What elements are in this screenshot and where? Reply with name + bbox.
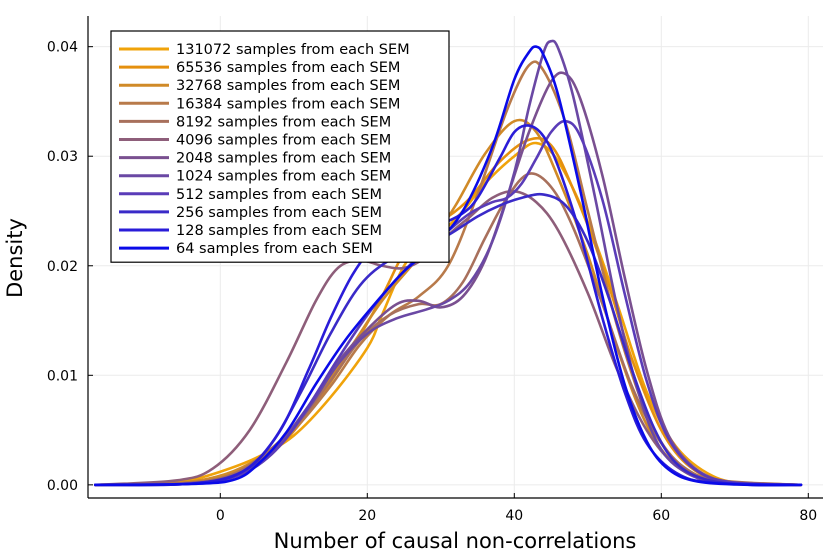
legend-entry-label: 4096 samples from each SEM xyxy=(176,133,391,149)
legend-entry-label: 2048 samples from each SEM xyxy=(176,151,391,167)
x-tick-label: 80 xyxy=(799,508,817,524)
y-tick-label: 0.04 xyxy=(47,40,78,56)
x-tick-label: 20 xyxy=(358,508,376,524)
legend-entry-label: 1024 samples from each SEM xyxy=(176,169,391,185)
y-tick-label: 0.00 xyxy=(47,478,78,494)
legend-entry-label: 128 samples from each SEM xyxy=(176,223,382,239)
y-tick-label: 0.03 xyxy=(47,149,78,165)
legend-entry-label: 16384 samples from each SEM xyxy=(176,96,400,112)
x-tick-label: 0 xyxy=(216,508,225,524)
legend-entry-label: 256 samples from each SEM xyxy=(176,205,382,221)
y-tick-label: 0.01 xyxy=(47,368,78,384)
legend-entry-label: 64 samples from each SEM xyxy=(176,241,373,257)
series-lines xyxy=(94,39,803,487)
legend-entry-label: 512 samples from each SEM xyxy=(176,187,382,203)
legend-entry-label: 32768 samples from each SEM xyxy=(176,78,400,94)
x-axis-title: Number of causal non-correlations xyxy=(274,529,637,553)
legend-entry-label: 131072 samples from each SEM xyxy=(176,42,410,58)
series-line-11 xyxy=(94,45,803,487)
x-tick-label: 40 xyxy=(505,508,523,524)
series-line-8 xyxy=(94,119,803,487)
x-tick-label: 60 xyxy=(652,508,670,524)
y-tick-label: 0.02 xyxy=(47,259,78,275)
legend-entry-label: 65536 samples from each SEM xyxy=(176,60,400,76)
series-line-10 xyxy=(94,124,803,487)
legend-entry-label: 8192 samples from each SEM xyxy=(176,114,391,130)
tick-labels: 0 20 40 60 80 0.00 0.01 0.02 0.03 0.04 xyxy=(47,40,817,524)
y-axis-title: Density xyxy=(3,218,27,298)
legend-box xyxy=(110,30,450,263)
legend: 131072 samples from each SEM 65536 sample… xyxy=(110,30,450,263)
axes xyxy=(87,16,823,499)
